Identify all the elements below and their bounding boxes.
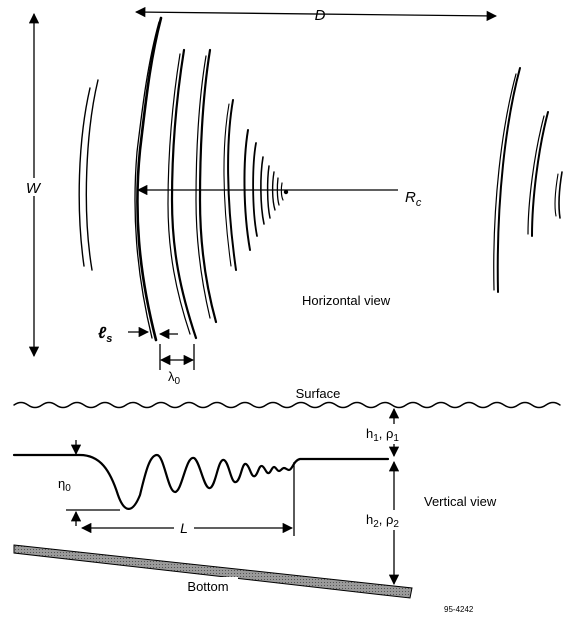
w-label: W (26, 180, 42, 197)
ls-label: ℓs (98, 325, 112, 345)
h2-label: h2, ρ2 (366, 512, 399, 530)
h1-label: h1, ρ1 (366, 426, 399, 444)
lambda-label: λ0 (168, 369, 181, 387)
figure-id: 95-4242 (444, 605, 474, 614)
horizontal-view-label: Horizontal view (302, 293, 391, 308)
eta-label: η0 (58, 476, 71, 494)
vertical-view-label: Vertical view (424, 494, 497, 509)
bottom-label: Bottom (187, 579, 228, 594)
surface-line (13, 401, 561, 409)
wave-crest-right (493, 67, 563, 293)
rc-label: Rc (405, 189, 422, 209)
vertical-view: Surface η0 L h1, ρ1 h2, ρ2 Vertical view (12, 386, 561, 614)
surface-label: Surface (296, 386, 341, 401)
interface-wave (12, 453, 390, 510)
sloping-bottom (13, 544, 413, 599)
wave-crest-left (78, 79, 99, 271)
d-label: D (315, 7, 326, 24)
wave-packet-main (134, 16, 289, 342)
d-dimension-arrow (134, 6, 498, 22)
horizontal-view: D W (22, 6, 563, 387)
l-label: L (180, 520, 188, 536)
